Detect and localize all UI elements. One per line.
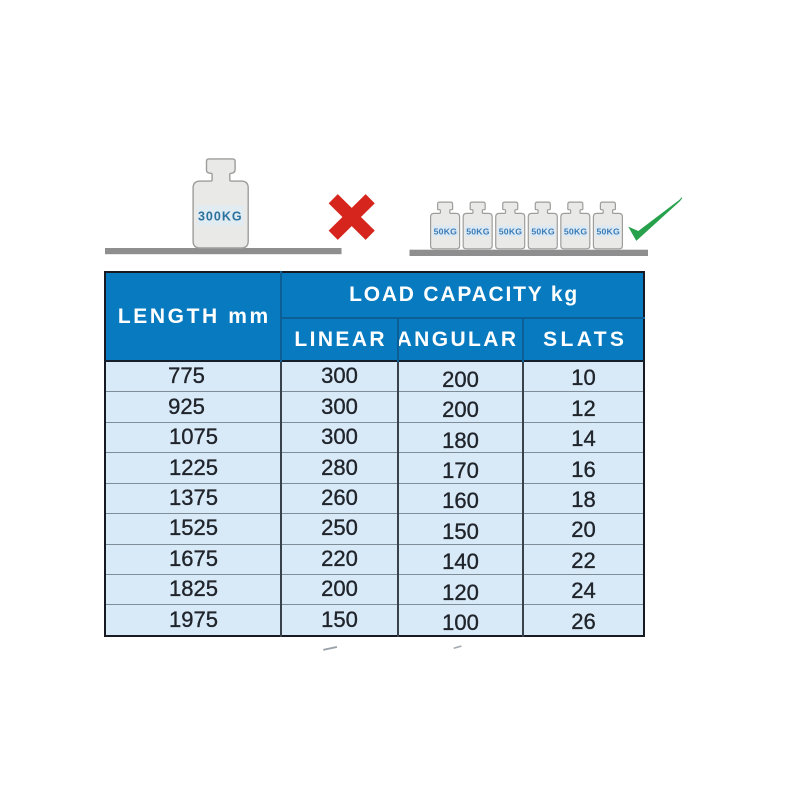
svg-text:300KG: 300KG [198,209,243,223]
svg-text:50KG: 50KG [466,226,490,236]
svg-text:50KG: 50KG [596,226,620,236]
svg-text:50KG: 50KG [531,226,555,236]
svg-text:50KG: 50KG [564,226,588,236]
svg-text:50KG: 50KG [499,226,523,236]
svg-text:50KG: 50KG [434,226,458,236]
